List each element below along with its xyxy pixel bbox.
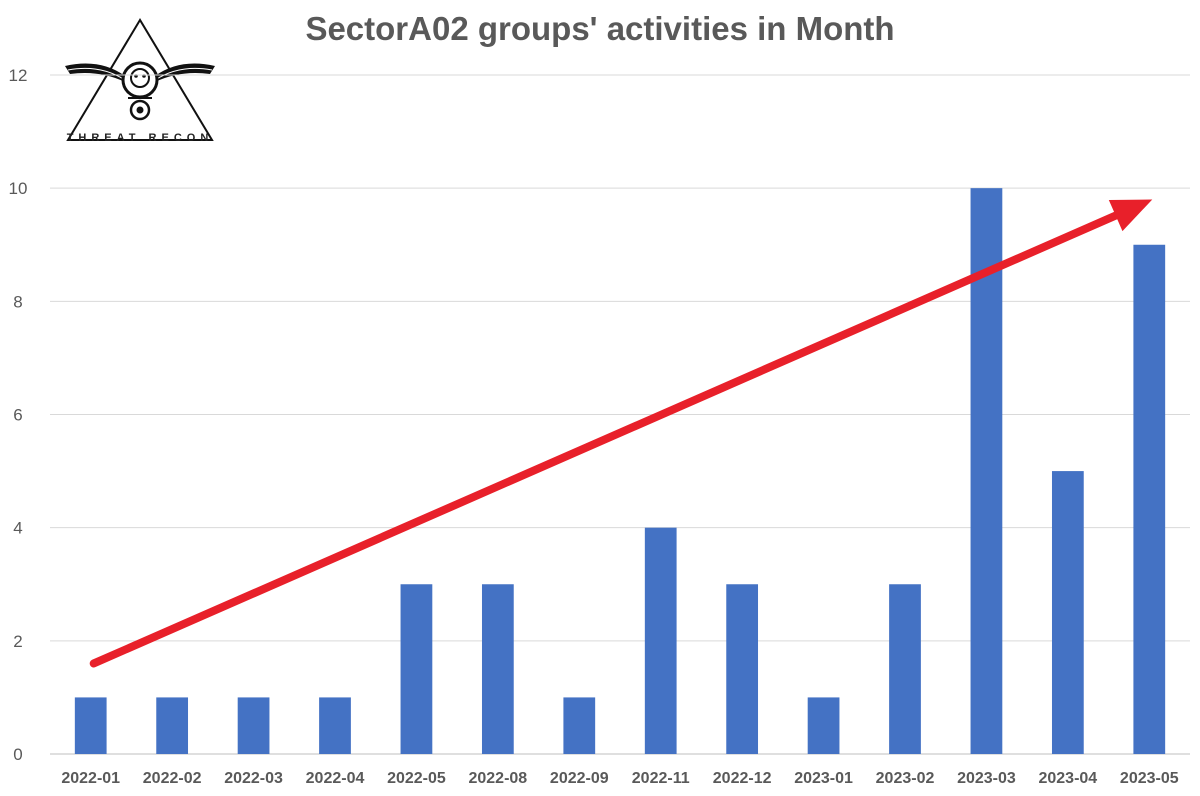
bar [74,697,107,754]
x-tick-label: 2022-04 [306,770,365,787]
x-tick-label: 2023-05 [1120,770,1179,787]
bar [1051,471,1084,754]
y-tick-label: 12 [9,66,28,85]
bar [726,584,759,754]
bar [237,697,270,754]
trend-arrow [89,199,1153,668]
bar [644,527,677,754]
trend-arrow-head [1108,199,1153,232]
bar [319,697,351,754]
y-tick-label: 8 [13,292,22,311]
bar [400,584,433,754]
y-tick-label: 10 [9,179,28,198]
x-tick-label: 2022-09 [550,770,609,787]
chart-title: SectorA02 groups' activities in Month [305,10,895,47]
x-tick-label: 2022-08 [468,770,527,787]
threat-recon-logo-icon [65,18,215,141]
bar [156,697,189,754]
x-tick-label: 2022-01 [61,770,120,787]
y-tick-label: 0 [13,745,22,764]
bar [481,584,514,754]
x-tick-label: 2022-02 [143,770,202,787]
x-tick-label: 2022-05 [387,770,446,787]
x-tick-label: 2023-02 [876,770,935,787]
trend-arrow-shaft [89,211,1120,668]
y-tick-label: 6 [13,406,22,425]
bar [970,188,1003,754]
y-tick-label: 4 [13,519,22,538]
x-tick-label: 2022-11 [632,770,690,787]
x-tick-label: 2022-12 [713,770,772,787]
x-tick-label: 2023-01 [794,770,853,787]
bar [889,584,921,754]
bar [1133,244,1166,754]
x-tick-label: 2023-03 [957,770,1016,787]
logo-text: THREAT RECON [66,132,214,144]
y-tick-label: 2 [13,632,22,651]
x-tick-label: 2022-03 [224,770,283,787]
bar [807,697,840,754]
bar [563,697,596,754]
x-tick-label: 2023-04 [1038,770,1097,787]
